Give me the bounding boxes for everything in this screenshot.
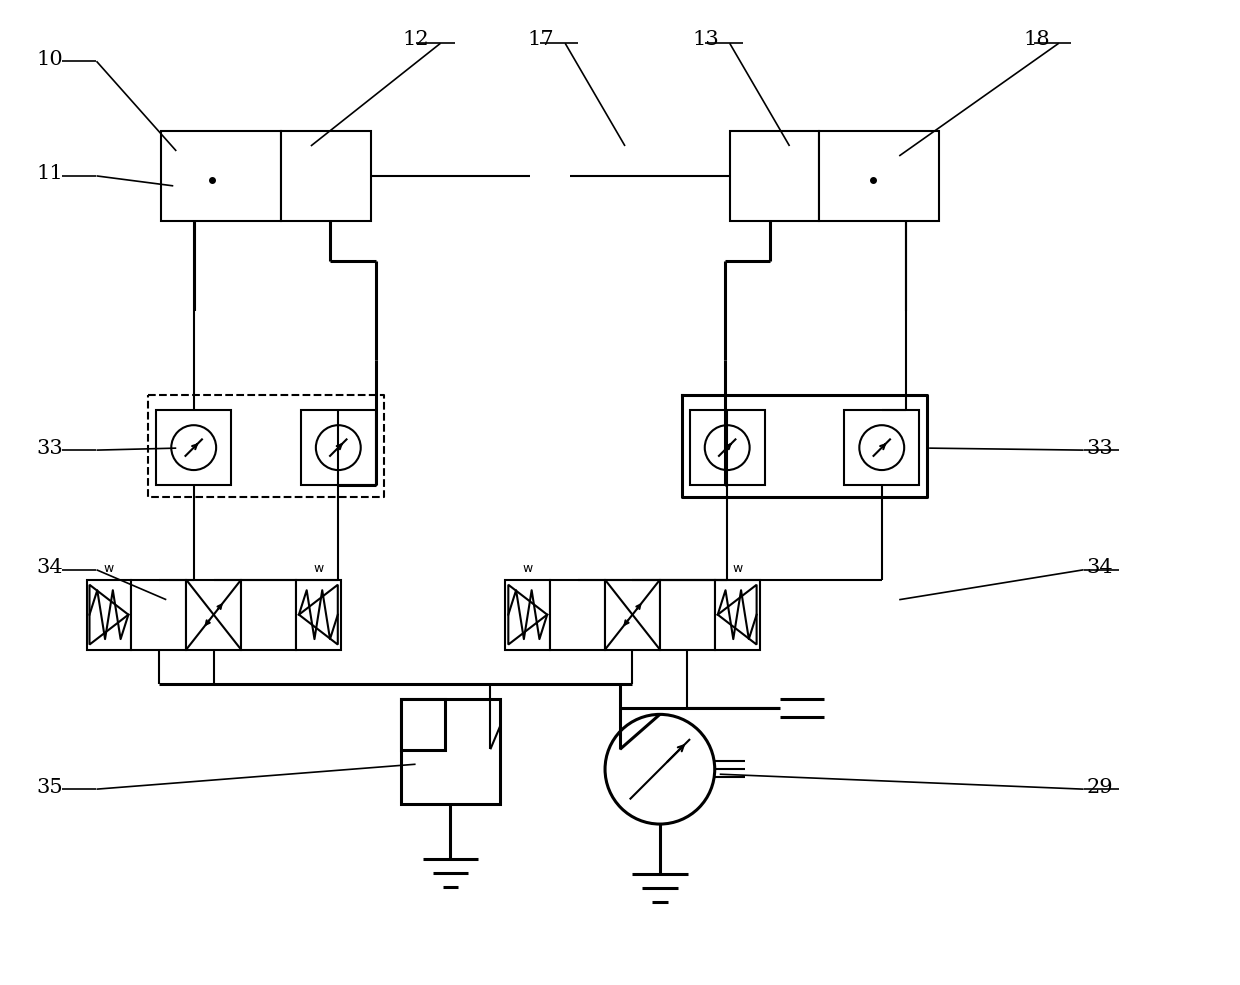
Bar [660, 580, 714, 649]
Text: 11: 11 [37, 164, 63, 183]
Text: 18: 18 [1023, 30, 1050, 49]
Text: w: w [104, 561, 114, 575]
Bar [689, 410, 765, 485]
Text: 33: 33 [37, 438, 63, 458]
Bar [186, 580, 241, 649]
Bar [605, 580, 660, 649]
Bar [156, 410, 231, 485]
Bar [301, 410, 376, 485]
Text: w: w [522, 561, 533, 575]
Bar [551, 580, 605, 649]
Text: 13: 13 [692, 30, 719, 49]
Text: w: w [314, 561, 324, 575]
Text: w: w [732, 561, 743, 575]
Bar [296, 580, 341, 649]
Text: 17: 17 [528, 30, 554, 49]
Text: 34: 34 [37, 558, 63, 577]
Text: 35: 35 [37, 778, 63, 797]
Text: 29: 29 [1086, 778, 1114, 797]
Bar [131, 580, 186, 649]
Bar [401, 699, 500, 804]
Text: 12: 12 [402, 30, 429, 49]
Bar [161, 131, 281, 221]
Bar [714, 580, 760, 649]
Bar [506, 580, 551, 649]
Text: 33: 33 [1086, 438, 1114, 458]
Bar [729, 131, 820, 221]
Bar [844, 410, 919, 485]
Text: 34: 34 [1086, 558, 1114, 577]
Bar [281, 131, 371, 221]
Bar [241, 580, 296, 649]
Bar [820, 131, 939, 221]
Bar [401, 699, 445, 750]
Bar [87, 580, 131, 649]
Text: 10: 10 [37, 49, 63, 69]
